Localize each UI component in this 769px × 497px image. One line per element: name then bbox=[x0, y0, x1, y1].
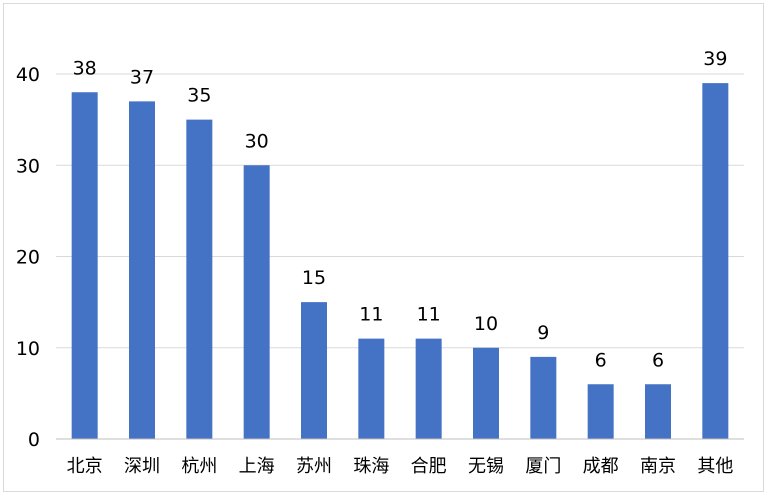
category-label: 无锡 bbox=[468, 456, 504, 477]
category-label: 珠海 bbox=[353, 456, 389, 477]
data-label: 6 bbox=[652, 349, 664, 371]
x-axis-category-labels: 北京 深圳 杭州 上海 苏州 珠海 合肥 无锡 厦门 成都 南京 其他 bbox=[67, 456, 734, 477]
data-label: 30 bbox=[245, 130, 269, 152]
category-label: 合肥 bbox=[411, 456, 447, 477]
bar-8 bbox=[530, 356, 557, 439]
category-label: 上海 bbox=[239, 456, 275, 477]
bar-10 bbox=[645, 384, 671, 439]
data-label: 15 bbox=[302, 267, 326, 289]
category-label: 深圳 bbox=[124, 456, 160, 477]
data-label: 11 bbox=[417, 304, 441, 326]
category-label: 其他 bbox=[697, 456, 733, 477]
bar-9 bbox=[587, 384, 614, 439]
bar-1 bbox=[129, 101, 155, 439]
y-tick-label: 10 bbox=[16, 338, 40, 360]
bar-3 bbox=[243, 165, 270, 439]
bar-5 bbox=[358, 338, 385, 439]
gridlines bbox=[56, 73, 744, 349]
category-label: 成都 bbox=[583, 456, 619, 477]
bar-0 bbox=[71, 92, 98, 439]
data-label: 10 bbox=[474, 313, 498, 335]
bar-11 bbox=[702, 83, 729, 439]
data-label: 35 bbox=[187, 85, 211, 107]
category-label: 南京 bbox=[640, 456, 676, 477]
bar-7 bbox=[473, 347, 499, 439]
y-tick-label: 30 bbox=[16, 155, 40, 177]
data-label: 37 bbox=[130, 66, 154, 88]
category-label: 厦门 bbox=[525, 456, 561, 477]
bar-2 bbox=[186, 119, 213, 439]
bar-6 bbox=[415, 338, 442, 439]
y-tick-label: 40 bbox=[16, 64, 40, 86]
data-label: 6 bbox=[595, 349, 607, 371]
data-labels: 38 37 35 30 15 11 11 10 9 6 6 39 bbox=[73, 48, 728, 371]
data-label: 9 bbox=[537, 322, 549, 344]
y-axis-tick-labels: 0 10 20 30 40 bbox=[16, 64, 40, 451]
y-tick-label: 0 bbox=[28, 429, 40, 451]
data-label: 38 bbox=[73, 57, 97, 79]
bar-4 bbox=[301, 302, 327, 439]
data-label: 11 bbox=[359, 304, 383, 326]
data-label: 39 bbox=[703, 48, 727, 70]
category-label: 北京 bbox=[67, 456, 103, 477]
category-label: 苏州 bbox=[296, 456, 332, 477]
y-tick-label: 20 bbox=[16, 247, 40, 269]
category-label: 杭州 bbox=[181, 456, 217, 477]
bars bbox=[71, 83, 729, 439]
